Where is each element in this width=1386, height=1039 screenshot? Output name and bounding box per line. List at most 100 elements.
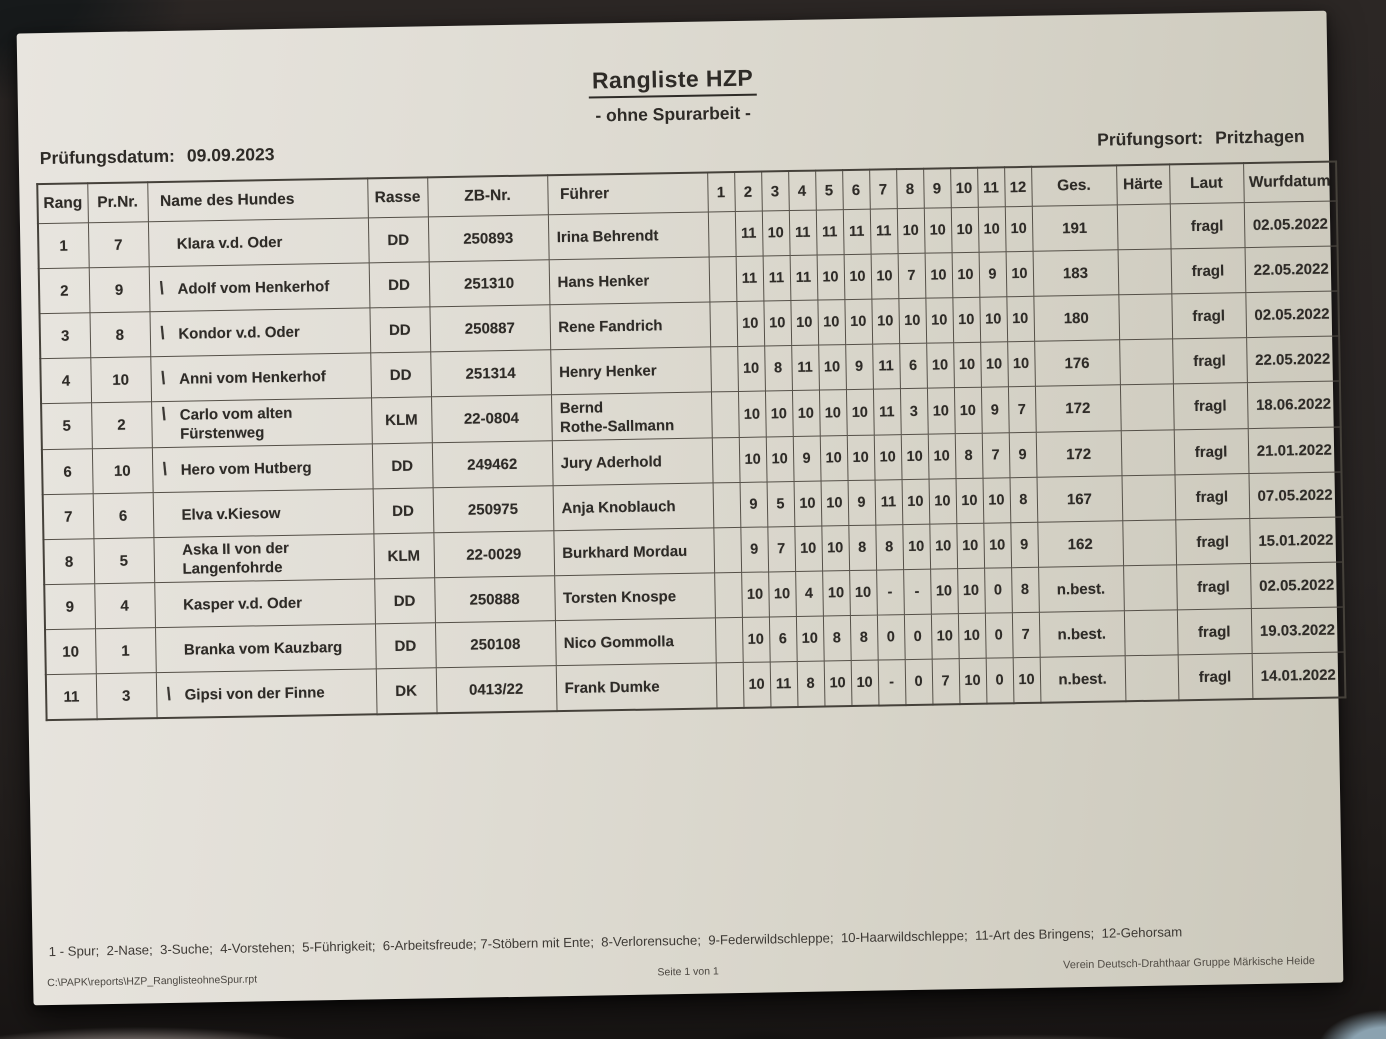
cell-score-4: 11 [788,210,817,256]
cell-score-6: 9 [845,344,873,390]
cell-score-8: 10 [898,298,927,344]
col-header-name: Name des Hundes [147,178,368,222]
cell-prnr: 7 [87,221,149,268]
cell-score-8: 10 [902,524,931,570]
cell-name: \ Adolf vom Henkerhof [148,262,370,312]
cell-rang: 6 [41,448,93,495]
paper-sheet: Rangliste HZP - ohne Spurarbeit - Prüfun… [16,10,1347,1006]
cell-score-7: 11 [869,208,898,255]
cell-haerte [1119,338,1173,385]
cell-score-1 [709,301,738,347]
col-header-4: 4 [788,170,816,211]
cell-rang: 3 [39,312,91,359]
cell-score-3: 11 [762,255,791,302]
cell-zbnr: 250887 [429,304,551,352]
cell-wurfdatum: 02.05.2022 [1250,561,1344,609]
col-header-9: 9 [923,168,951,209]
cell-prnr: 6 [92,492,154,539]
col-header-laut: Laut [1169,163,1244,204]
cell-haerte [1123,564,1177,611]
cell-rasse: KLM [373,532,435,579]
cell-haerte [1123,609,1178,656]
cell-rasse: DD [367,216,429,263]
cell-rasse: DD [374,577,435,624]
cell-rang: 5 [41,402,92,450]
cell-score-3: 10 [763,300,792,347]
cell-rang: 10 [45,628,96,675]
exam-location-label: Prüfungsort: [1097,127,1204,150]
exam-date-label: Prüfungsdatum: [39,145,176,169]
col-header-rasse: Rasse [367,177,428,218]
cell-ges: n.best. [1038,565,1124,613]
cell-name: Branka vom Kauzbarg [155,623,376,673]
col-header-5: 5 [815,170,843,211]
cell-score-6: 10 [845,389,874,436]
handwritten-check-mark: \ [159,403,167,425]
cell-wurfdatum: 07.05.2022 [1248,471,1343,519]
cell-rasse: DD [369,306,431,353]
cell-ges: 172 [1034,384,1121,433]
cell-score-10: 10 [957,613,986,659]
cell-score-7: 11 [872,343,900,390]
cell-ges: 183 [1032,249,1119,297]
cell-score-1 [714,617,743,663]
cell-score-9: 10 [929,523,958,570]
cell-rang: 11 [45,673,97,721]
col-header-3: 3 [761,171,789,212]
col-header-1: 1 [707,172,735,212]
cell-ges: 180 [1033,294,1120,342]
cell-score-1 [713,527,742,573]
cell-wurfdatum: 21.01.2022 [1247,426,1342,474]
col-header-2: 2 [734,171,762,212]
cell-prnr: 1 [95,627,156,674]
cell-zbnr: 249462 [431,440,553,488]
cell-name: \ Hero vom Hutberg [151,443,373,493]
cell-score-8: - [903,569,931,615]
cell-score-1 [712,482,741,528]
cell-laut: fragl [1175,518,1251,565]
cell-score-7: 10 [870,253,899,300]
cell-score-11: 10 [983,522,1012,569]
cell-score-6: 8 [848,525,877,571]
cell-score-11: 0 [984,612,1013,659]
cell-score-9: 10 [923,207,952,254]
cell-haerte [1117,248,1172,295]
col-header-wurfdatum: Wurfdatum [1243,161,1337,203]
cell-score-9: 10 [926,342,954,389]
col-header-7: 7 [869,169,897,210]
cell-score-3: 6 [768,616,797,662]
cell-score-7: 11 [874,479,903,526]
cell-score-7: - [876,569,904,616]
cell-rasse: DD [374,622,436,669]
cell-score-3: 10 [768,571,796,617]
cell-fuehrer: Nico Gommolla [554,617,716,666]
organization-name: Verein Deutsch-Drahthaar Gruppe Märkisch… [1063,954,1316,972]
cell-rang: 4 [40,357,92,404]
cell-fuehrer: Jury Aderhold [551,437,713,486]
cell-score-1 [715,662,744,709]
cell-prnr: 10 [91,447,153,494]
page-title: Rangliste HZP [588,64,757,99]
cell-prnr: 5 [93,537,155,584]
cell-score-4: 9 [792,436,821,482]
cell-score-10: 10 [953,342,981,388]
cell-score-10: 10 [953,387,982,434]
cell-score-9: 10 [930,613,959,660]
cell-score-4: 4 [795,571,823,617]
cell-score-5: 10 [821,525,850,572]
cell-laut: fragl [1170,247,1246,294]
cell-score-10: 8 [954,433,983,479]
cell-score-1 [708,256,737,302]
cell-haerte [1121,474,1176,521]
cell-name: \ Anni vom Henkerhof [150,352,372,402]
cell-zbnr: 250893 [427,214,549,262]
cell-score-8: 0 [903,614,932,660]
cell-haerte [1122,519,1177,566]
cell-score-6: 10 [844,299,873,345]
ranking-table: Rang Pr.Nr. Name des Hundes Rasse ZB-Nr. Führ… [36,160,1347,722]
cell-fuehrer: Burkhard Mordau [553,527,715,576]
cell-score-3: 10 [765,436,794,482]
cell-name: Aska II von der Langenfohrde [153,533,375,583]
exam-date-value: 09.09.2023 [186,144,275,166]
